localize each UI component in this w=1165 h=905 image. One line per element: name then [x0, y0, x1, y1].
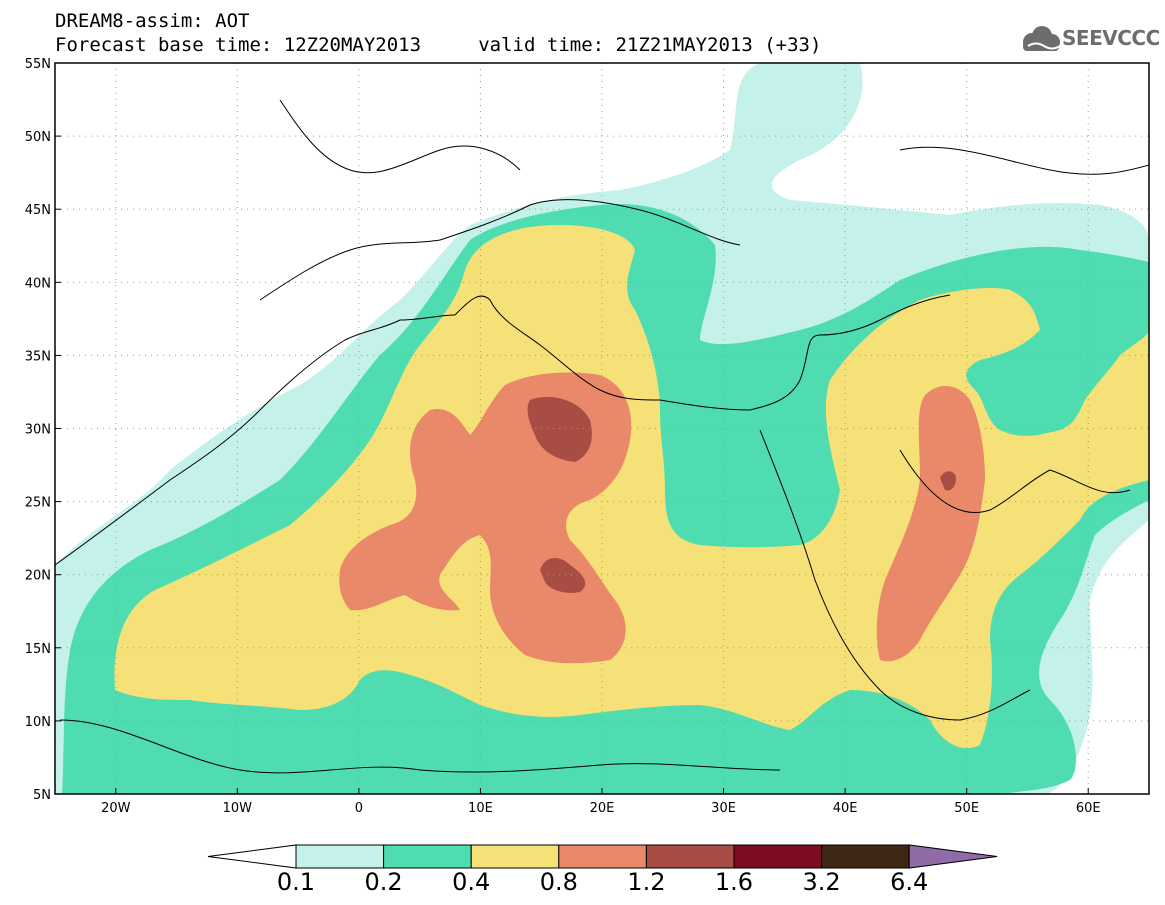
lat-tick-label: 40N — [25, 276, 51, 291]
colorbar-label: 0.4 — [452, 868, 491, 896]
lon-tick-label: 10E — [468, 801, 493, 816]
forecast-time-line: Forecast base time: 12Z20MAY2013 valid t… — [55, 34, 822, 56]
lat-tick-label: 55N — [25, 57, 51, 72]
colorbar-label: 0.8 — [539, 868, 578, 896]
aot-field-1-2 — [527, 396, 592, 462]
cloud-icon — [1023, 26, 1061, 51]
colorbar-label: 0.1 — [276, 868, 316, 896]
colorbar-segment — [733, 844, 823, 869]
lon-tick-label: 30E — [711, 801, 736, 816]
lon-tick-label: 20W — [101, 801, 131, 816]
map-title: DREAM8-assim: AOT — [55, 10, 250, 32]
aot-field-0-2-inner — [983, 349, 1070, 436]
colorbar-segment — [470, 844, 560, 869]
lon-tick-label: 0 — [355, 801, 363, 816]
lat-tick-label: 20N — [25, 569, 51, 584]
lon-tick-label: 20E — [590, 801, 615, 816]
colorbar-segment — [645, 844, 735, 869]
colorbar-label: 6.4 — [890, 868, 929, 896]
aot-field-0-8-east — [876, 385, 985, 662]
aot-field-1-2-east — [940, 471, 956, 491]
colorbar — [207, 844, 998, 869]
lat-tick-label: 5N — [33, 788, 51, 803]
lat-tick-label: 50N — [25, 130, 51, 145]
lon-tick-label: 10W — [223, 801, 253, 816]
coastlines — [54, 99, 1150, 774]
logo-text: SEEVCCC — [1062, 26, 1160, 50]
colorbar-label: 1.6 — [714, 868, 754, 896]
lon-tick-label: 50E — [954, 801, 979, 816]
colorbar-segment — [558, 844, 647, 869]
colorbar-segment — [383, 844, 472, 869]
colorbar-max-arrow — [908, 844, 998, 869]
map-grid — [55, 63, 1149, 794]
colorbar-label: 3.2 — [802, 868, 841, 896]
lat-tick-label: 35N — [25, 349, 51, 364]
lat-tick-label: 45N — [25, 203, 51, 218]
colorbar-segment — [295, 844, 385, 869]
lon-tick-labels: 20W 10W 0 10E 20E 30E 40E 50E 60E — [101, 788, 1101, 816]
lat-tick-labels: 55N 50N 45N 40N 35N 30N 25N 20N 15N 10N 5N — [25, 57, 61, 803]
colorbar-segment — [821, 844, 910, 869]
lat-tick-label: 30N — [25, 423, 51, 438]
aot-field-1-2-south — [540, 558, 586, 593]
lat-tick-label: 15N — [25, 642, 51, 657]
colorbar-label: 0.2 — [364, 868, 403, 896]
lon-tick-label: 60E — [1076, 801, 1101, 816]
lon-tick-label: 40E — [833, 801, 858, 816]
colorbar-label: 1.2 — [627, 868, 666, 896]
lat-tick-label: 25N — [25, 496, 51, 511]
lat-tick-label: 10N — [25, 715, 51, 730]
colorbar-min-arrow — [207, 844, 297, 869]
